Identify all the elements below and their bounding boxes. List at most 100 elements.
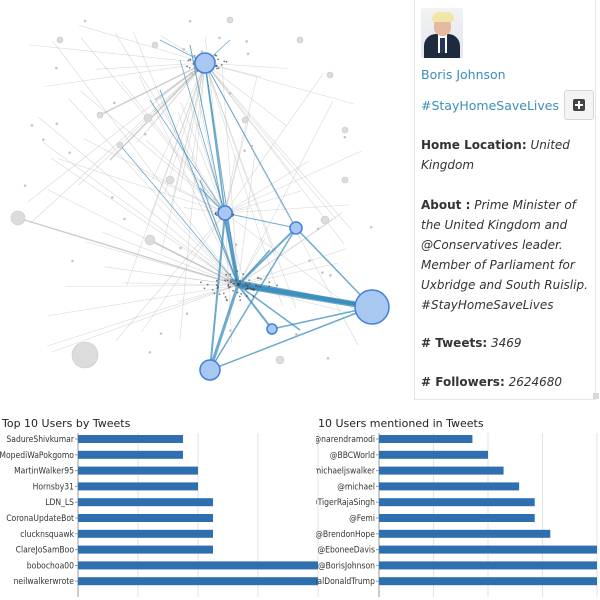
mentioned-users-chart-svg: @narendramodi @BBCWorld @michaeljswalker @m… <box>316 433 598 597</box>
graph-edge <box>204 62 337 220</box>
bar[interactable] <box>379 577 597 586</box>
network-graph[interactable] <box>0 0 412 410</box>
bar[interactable] <box>379 545 597 554</box>
graph-node <box>255 284 257 286</box>
graph-node <box>239 280 241 282</box>
graph-node <box>236 270 239 273</box>
add-hashtag-button[interactable] <box>564 90 595 120</box>
graph-node <box>165 175 175 185</box>
graph-node <box>215 284 218 287</box>
bar[interactable] <box>379 450 488 459</box>
bar[interactable] <box>379 514 535 522</box>
graph-edge <box>119 144 239 286</box>
chart-title: Top 10 Users by Tweets <box>2 417 131 430</box>
tick-label: MopediWaPokgomo <box>0 451 74 461</box>
graph-node <box>83 19 87 23</box>
graph-node <box>71 341 99 369</box>
graph-node <box>259 285 262 288</box>
graph-node[interactable] <box>289 221 303 235</box>
graph-node <box>55 66 58 70</box>
graph-node[interactable] <box>266 323 278 335</box>
graph-node <box>260 277 262 280</box>
graph-node <box>228 329 232 332</box>
graph-node <box>111 196 114 199</box>
bar[interactable] <box>379 482 520 491</box>
graph-node <box>220 63 223 66</box>
graph-edge <box>224 212 233 344</box>
graph-edge <box>224 190 302 214</box>
graph-node <box>213 197 217 201</box>
graph-node <box>253 288 256 291</box>
graph-node <box>246 52 250 56</box>
tick-label: @BorisJohnson <box>318 561 375 571</box>
bar[interactable] <box>78 498 213 507</box>
graph-edge <box>122 282 239 286</box>
graph-edge <box>103 266 239 286</box>
bar[interactable] <box>379 435 473 443</box>
graph-node <box>151 41 159 49</box>
bar[interactable] <box>379 498 535 507</box>
graph-edge <box>295 227 373 308</box>
graph-node <box>188 66 191 69</box>
big-nodes[interactable] <box>194 52 390 381</box>
bar[interactable] <box>78 529 213 538</box>
graph-node <box>189 59 192 61</box>
graph-node <box>232 214 235 216</box>
graph-node <box>186 65 188 68</box>
graph-node <box>256 276 259 279</box>
graph-edge <box>189 44 239 286</box>
about-label: About : <box>421 198 471 212</box>
graph-node <box>229 285 232 288</box>
bar[interactable] <box>78 482 198 491</box>
graph-node <box>320 215 330 225</box>
network-graph-svg[interactable] <box>0 0 412 410</box>
graph-node <box>343 135 347 139</box>
graph-node[interactable] <box>217 205 233 221</box>
chart-title: 10 Users mentioned in Tweets <box>318 417 484 430</box>
bar[interactable] <box>379 529 551 538</box>
tick-label: realDonaldTrump <box>316 577 375 587</box>
graph-node <box>239 282 241 285</box>
graph-node <box>193 55 196 57</box>
graph-edge <box>204 62 297 229</box>
graph-edge <box>221 63 239 286</box>
graph-node[interactable] <box>354 289 390 325</box>
graph-edge <box>237 100 334 286</box>
bar[interactable] <box>78 577 318 586</box>
hashtag-link[interactable]: #StayHomeSaveLives <box>421 97 560 113</box>
graph-node <box>268 285 271 288</box>
graph-edge <box>115 212 226 341</box>
graph-edge <box>224 72 324 214</box>
graph-node <box>240 293 243 295</box>
graph-node <box>369 225 373 229</box>
graph-node <box>223 60 226 63</box>
graph-edge <box>224 155 237 214</box>
profile-name-link[interactable]: Boris Johnson <box>421 67 506 82</box>
bar[interactable] <box>379 561 597 570</box>
graph-node[interactable] <box>194 52 216 74</box>
graph-node <box>229 273 232 276</box>
graph-edge <box>50 157 239 286</box>
graph-node <box>245 295 248 298</box>
graph-edge <box>179 62 206 341</box>
graph-edge <box>146 140 226 214</box>
tick-label: Hornsby31 <box>33 482 74 492</box>
graph-node[interactable] <box>199 359 221 381</box>
graph-node <box>235 279 237 281</box>
graph-node <box>55 122 59 126</box>
bar[interactable] <box>78 545 213 554</box>
graph-edge <box>224 212 354 310</box>
bar[interactable] <box>78 466 198 475</box>
scrollbar-corner[interactable] <box>593 393 599 399</box>
graph-node <box>188 19 192 23</box>
bar[interactable] <box>379 466 504 475</box>
tweets-label: # Tweets: <box>421 336 488 350</box>
graph-node <box>215 211 217 214</box>
tick-label: @EboneeDavis <box>318 546 375 556</box>
graph-node <box>211 288 214 291</box>
bar[interactable] <box>78 435 183 443</box>
graph-node <box>215 54 218 57</box>
bar[interactable] <box>78 514 213 522</box>
bar[interactable] <box>78 561 318 570</box>
bar[interactable] <box>78 450 183 459</box>
